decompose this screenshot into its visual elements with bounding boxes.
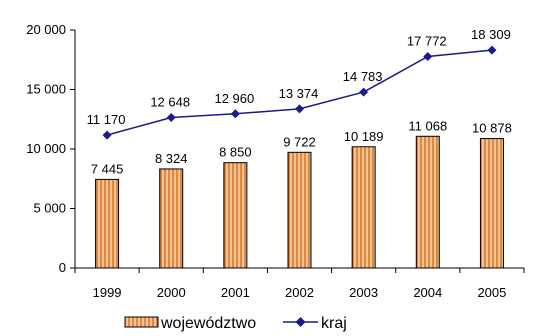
line-point-kraj-2003 [359,87,369,97]
line-data-label: 13 374 [279,86,319,101]
line-data-label: 18 309 [471,27,511,42]
x-tick-label: 2005 [477,285,506,300]
line-data-label: 17 772 [407,34,447,49]
bar-data-label: 11 068 [408,118,447,133]
x-tick-label: 2002 [285,285,314,300]
bar-series [95,135,504,269]
line-point-kraj-2004 [423,52,433,62]
bar-data-label: 8 324 [155,151,188,166]
line-point-kraj-2005 [487,45,497,55]
x-tick-label: 2001 [221,285,250,300]
axes: 0 5 000 10 000 15 000 20 000 1999 2000 2001 2002… [26,22,525,300]
y-tick-label: 10 000 [26,141,66,156]
legend: województwo kraj [124,315,347,332]
bar-data-label: 9 722 [283,134,316,149]
x-tick-label: 2004 [413,285,442,300]
bar-wojewodztwo-2004 [415,135,440,269]
legend-label-wojewodztwo: województwo [160,315,256,332]
bar-wojewodztwo-2003 [351,146,376,269]
bar-wojewodztwo-2001 [223,162,248,269]
line-series [102,45,497,140]
bar-data-label: 10 189 [344,129,384,144]
bar-wojewodztwo-2000 [159,168,184,269]
y-tick-label: 15 000 [26,82,66,97]
bar-wojewodztwo-1999 [95,178,120,269]
line-data-label: 12 648 [150,94,190,109]
legend-swatch-wojewodztwo [124,316,159,328]
bar-data-label: 10 878 [472,121,512,136]
x-tick-label: 2003 [349,285,378,300]
line-data-label: 12 960 [214,91,254,106]
y-tick-label: 5 000 [33,201,66,216]
legend-label-kraj: kraj [321,315,347,332]
x-tick-label: 1999 [93,285,122,300]
y-tick-label: 20 000 [26,22,66,37]
bar-wojewodztwo-2002 [287,151,312,269]
line-data-label: 11 170 [87,112,126,127]
legend-swatch-kraj-marker [295,317,306,327]
x-tick-label: 2000 [157,285,186,300]
y-tick-label: 0 [59,260,66,275]
data-labels: 7 445 8 324 8 850 9 722 10 189 11 068 10 878 11… [87,27,512,176]
bar-data-label: 8 850 [219,145,252,160]
line-point-kraj-2000 [166,112,176,122]
bar-data-label: 7 445 [91,161,124,176]
line-point-kraj-2002 [295,104,304,114]
line-point-kraj-1999 [102,130,112,140]
line-point-kraj-2001 [230,109,240,119]
line-data-label: 14 783 [343,69,383,84]
bar-wojewodztwo-2005 [479,138,504,269]
